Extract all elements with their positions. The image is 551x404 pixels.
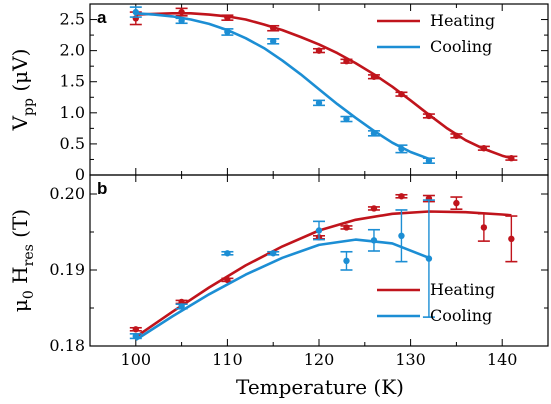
panel-b-ytick-label: 0.18: [49, 336, 85, 355]
x-tick-label: 100: [121, 350, 152, 369]
panel-a-heating-point: [315, 47, 323, 54]
y-label-subscript: 0: [21, 290, 37, 299]
panel-b-cooling-point: [425, 255, 433, 262]
panel-a-cooling-fit-line: [135, 12, 430, 161]
panel-a: 0 0.5 1.0 1.5 2.0 2.5 a Vpp (μV) Heating Cooling: [8, 3, 549, 184]
panel-b-cooling-point: [315, 227, 323, 234]
panel-a-heating-point: [453, 132, 460, 140]
panel-b-heating-fit-line: [135, 210, 512, 338]
panel-a-ytick-label: 1.0: [60, 103, 85, 122]
panel-b-heating-point: [132, 326, 139, 333]
panel-b-heating-point: [480, 224, 488, 231]
panel-b-cooling-point: [370, 237, 378, 244]
panel-b-cooling-point: [178, 303, 185, 310]
panel-a-cooling-point: [370, 130, 378, 137]
y-label-subscript: res: [21, 244, 37, 266]
panel-a-ytick-label: 0: [75, 165, 85, 184]
panel-a-cooling-point: [425, 157, 433, 164]
y-label-unit: (μV): [8, 49, 32, 98]
x-tick-label: 110: [212, 350, 243, 369]
panel-a-heating-point: [178, 8, 185, 16]
x-axis-label: Temperature (K): [236, 375, 404, 399]
panel-a-legend-label: Heating: [430, 11, 495, 30]
panel-a-ytick-label: 2.5: [60, 10, 85, 29]
panel-a-heating-point: [425, 112, 433, 120]
panel-a-ytick-label: 0.5: [60, 134, 85, 153]
panel-b-label: b: [97, 179, 107, 198]
panel-a-cooling-point: [224, 28, 231, 36]
panel-b-y-axis-label: μ0 Hres (T): [8, 209, 37, 312]
y-label-subscript: pp: [21, 98, 37, 116]
x-tick-label: 130: [395, 350, 426, 369]
y-label-symbol: H: [8, 266, 32, 290]
panel-a-cooling-point: [343, 115, 350, 123]
panel-a-ytick-label: 1.5: [60, 72, 85, 91]
panel-b-heating-point: [398, 193, 405, 200]
panel-b-heating-point: [343, 224, 350, 231]
panel-a-heating-point: [508, 155, 515, 162]
y-label-symbol: μ: [8, 299, 32, 312]
y-label-unit: (T): [8, 209, 32, 244]
y-label-symbol: V: [8, 115, 32, 131]
panel-a-heating-point: [370, 73, 378, 80]
panel-a-heating-point: [480, 145, 488, 152]
panel-b-legend-label: Cooling: [430, 306, 492, 325]
panel-a-ytick-label: 2.0: [60, 41, 85, 60]
panel-b-cooling-point: [224, 250, 231, 257]
panel-b-cooling-point: [343, 257, 350, 265]
panel-b-cooling-point: [270, 250, 277, 257]
panel-a-label: a: [97, 8, 107, 27]
panel-a-heating-point: [343, 58, 350, 65]
panel-a-cooling-point: [132, 8, 139, 16]
x-tick-label: 140: [487, 350, 518, 369]
panel-a-cooling-point: [398, 145, 405, 153]
panel-a-legend-label: Cooling: [430, 37, 492, 56]
panel-b-heating-point: [370, 205, 378, 212]
panel-b-heating-point: [224, 276, 231, 284]
x-tick-label: 120: [304, 350, 335, 369]
panel-b-heating-point: [453, 199, 460, 207]
panel-a-cooling-point: [270, 38, 277, 45]
panel-b-ytick-label: 0.20: [49, 184, 85, 203]
panel-b-cooling-point: [132, 332, 139, 340]
panel-a-cooling-point: [315, 99, 323, 107]
panel-a-heating-point: [270, 25, 277, 32]
panel-a-y-axis-label: Vpp (μV): [8, 49, 37, 132]
panel-b-ytick-label: 0.19: [49, 260, 85, 279]
panel-b-heating-point: [508, 235, 515, 243]
panel-b-legend-label: Heating: [430, 280, 495, 299]
panel-b-cooling-point: [398, 232, 405, 239]
panel-a-heating-point: [398, 90, 405, 98]
panel-a-heating-point: [224, 14, 231, 21]
panel-a-cooling-point: [178, 17, 185, 24]
